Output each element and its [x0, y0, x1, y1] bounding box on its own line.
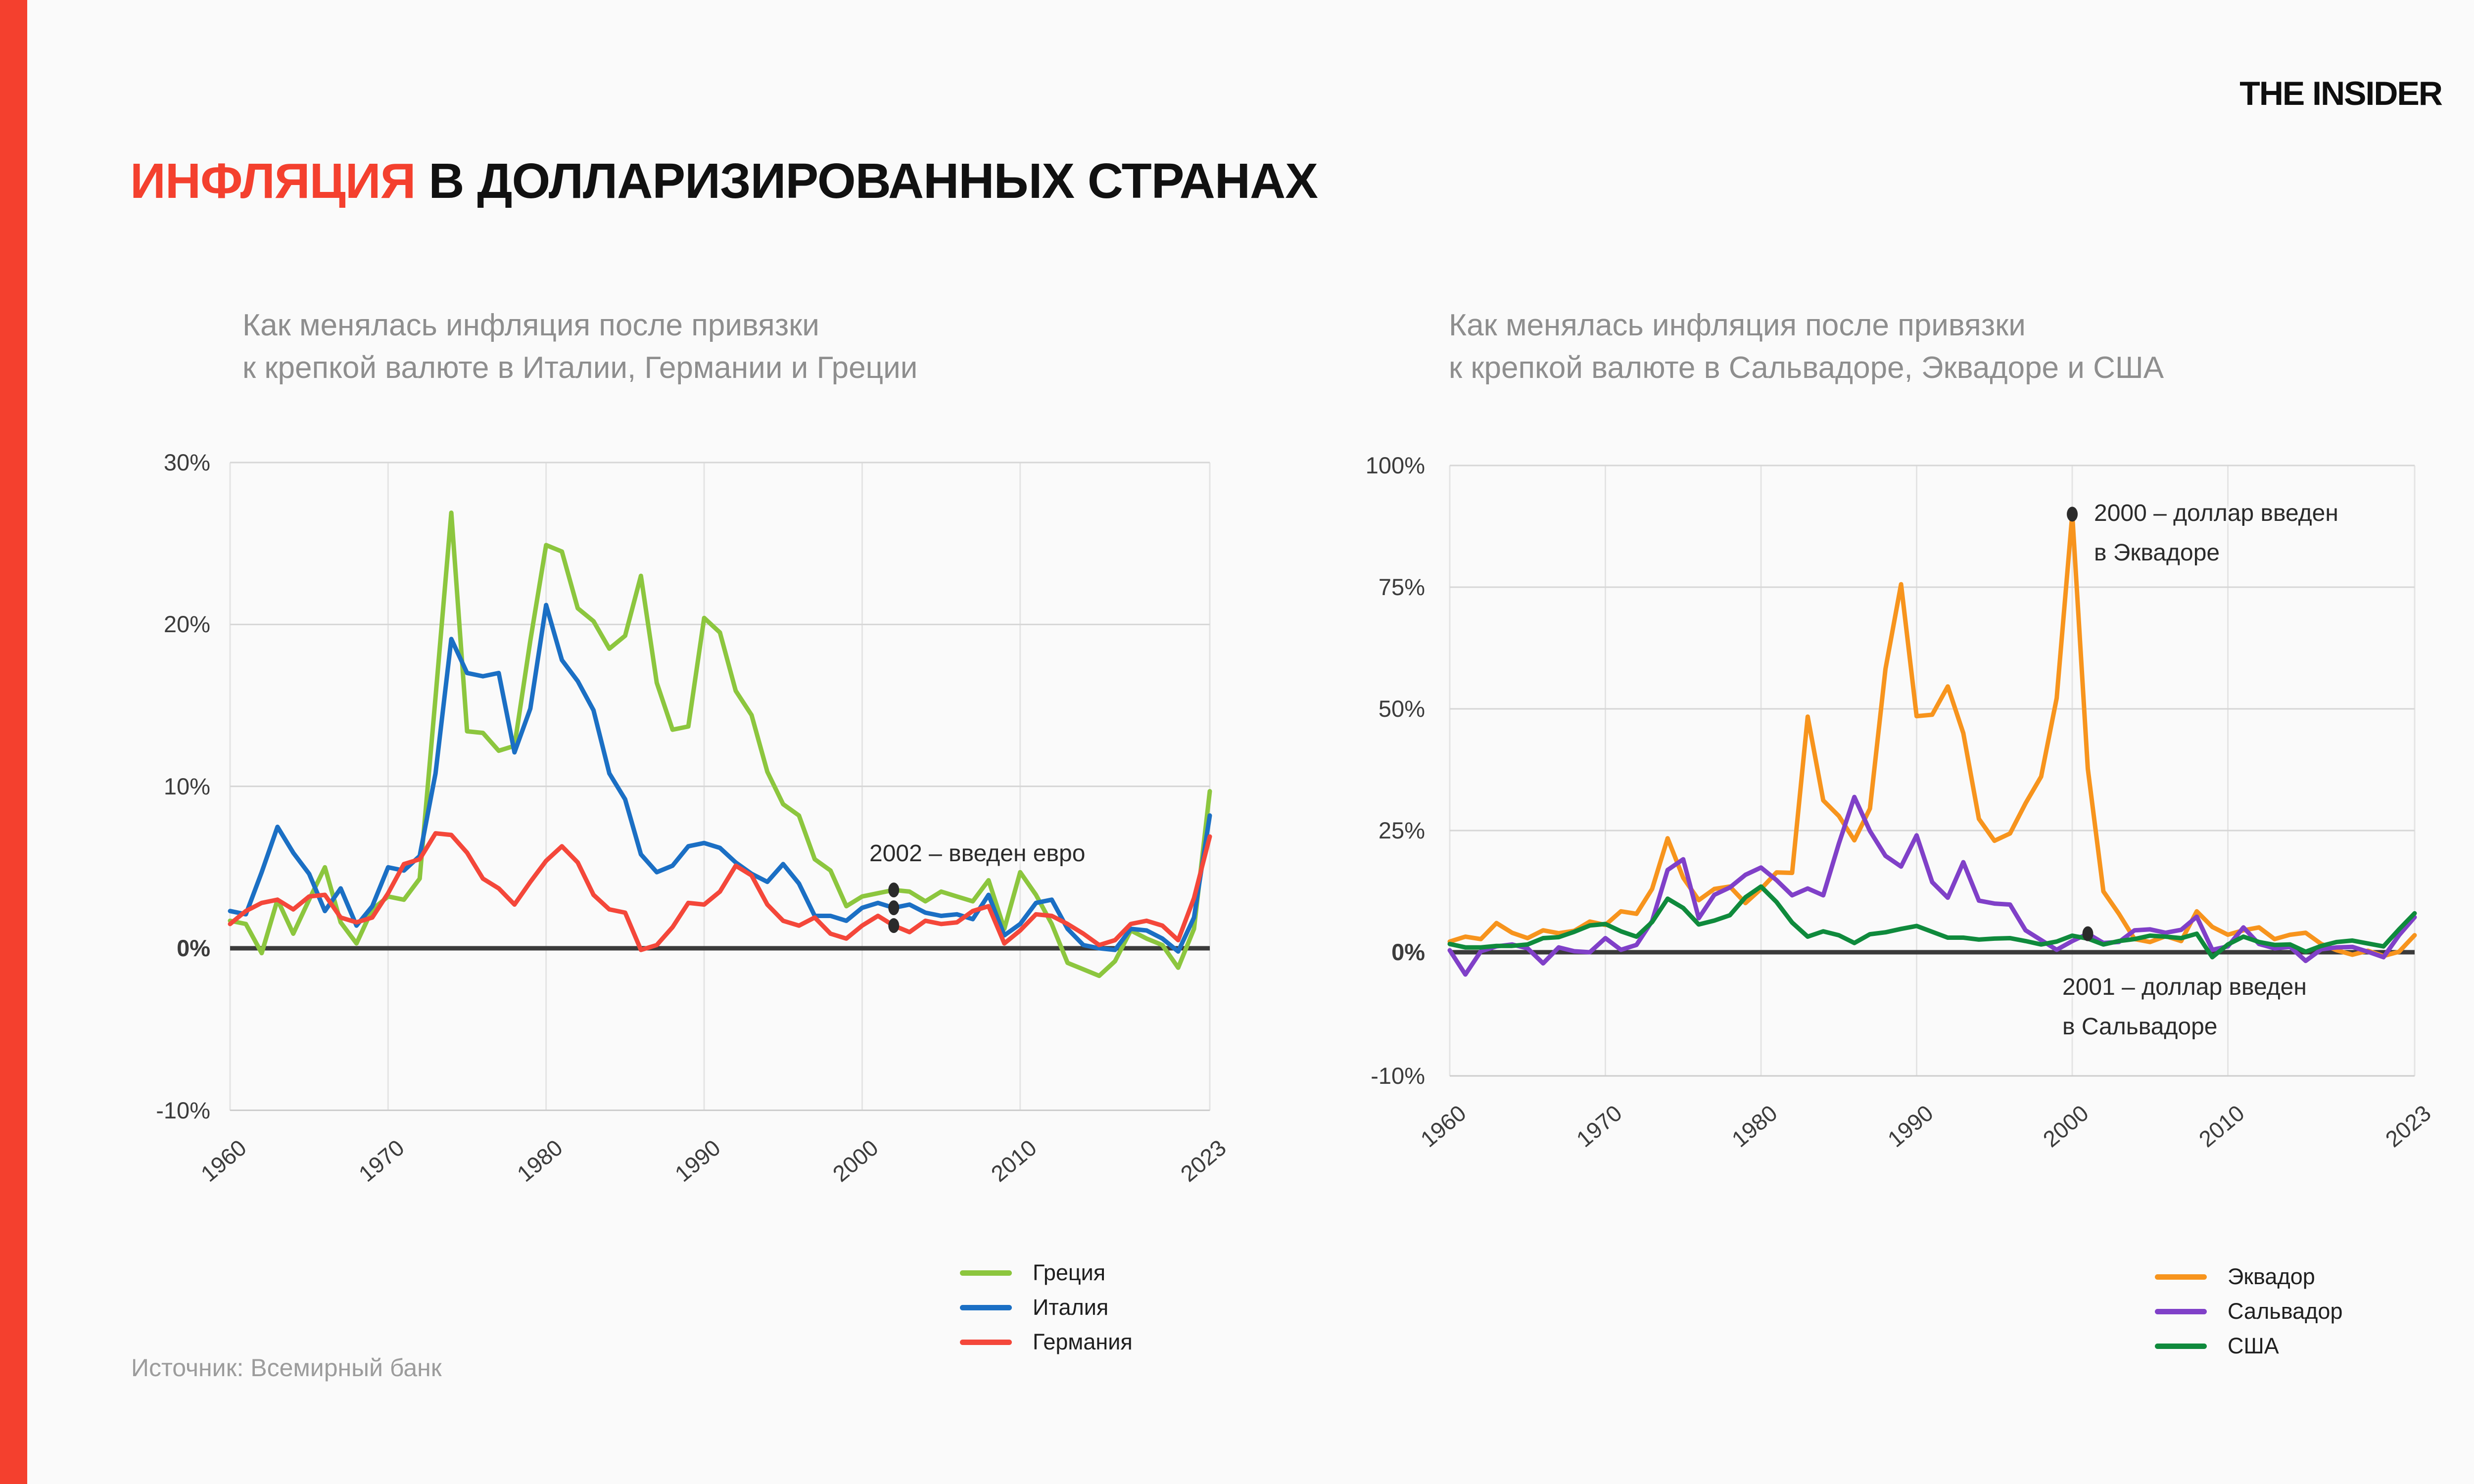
page-title-rest: В ДОЛЛАРИЗИРОВАННЫХ СТРАНАХ — [428, 153, 1318, 209]
series-line — [1447, 511, 2417, 958]
annotation-ecuador-2000: 2000 – доллар введен в Эквадоре — [2094, 494, 2338, 573]
annotation-text: в Сальвадоре — [2062, 1014, 2218, 1040]
page-title-highlight: ИНФЛЯЦИЯ — [130, 153, 416, 209]
x-tick-label: 1960 — [1415, 1100, 1471, 1153]
legend-label: Италия — [1033, 1295, 1109, 1320]
annotation-dot — [888, 882, 900, 898]
left-chart-svg — [228, 462, 1212, 1111]
right-chart-plot — [1447, 464, 2417, 1077]
annotation-dot — [888, 900, 900, 916]
annotation-salvador-2001: 2001 – доллар введен в Сальвадоре — [2062, 968, 2307, 1047]
y-tick-label: 100% — [1365, 452, 1425, 478]
legend-label: Германия — [1033, 1329, 1133, 1354]
x-tick-label: 1960 — [195, 1134, 251, 1187]
x-tick-label: 2023 — [1175, 1134, 1231, 1187]
annotation-text: в Эквадоре — [2094, 540, 2220, 566]
left-accent-bar — [0, 0, 27, 1484]
series-line — [228, 603, 1212, 954]
page-title: ИНФЛЯЦИЯ В ДОЛЛАРИЗИРОВАННЫХ СТРАНАХ — [130, 153, 1318, 210]
y-tick-label: 10% — [163, 773, 210, 799]
legend-swatch-salvador — [2155, 1308, 2207, 1314]
series-line — [1447, 884, 2417, 960]
legend-label: Эквадор — [2228, 1264, 2315, 1289]
y-tick-label: -10% — [1371, 1063, 1425, 1089]
y-tick-label: 50% — [1378, 696, 1425, 722]
legend-item-greece: Греция — [960, 1261, 1133, 1284]
x-tick-label: 1990 — [669, 1134, 725, 1187]
legend-label: США — [2228, 1333, 2279, 1358]
y-tick-label: -10% — [156, 1097, 210, 1123]
x-tick-label: 2000 — [2038, 1100, 2093, 1153]
x-tick-label: 1970 — [354, 1134, 410, 1187]
legend-item-usa: США — [2155, 1335, 2342, 1357]
series-line — [228, 831, 1212, 952]
legend-swatch-greece — [960, 1270, 1012, 1276]
legend-item-ecuador: Эквадор — [2155, 1265, 2342, 1288]
x-tick-label: 1980 — [1726, 1100, 1782, 1153]
brand-logo: THE INSIDER — [2239, 75, 2443, 112]
right-chart-subtitle-line2: к крепкой валюте в Сальвадоре, Эквадоре … — [1449, 351, 2164, 385]
right-chart-legend: Эквадор Сальвадор США — [2155, 1265, 2342, 1357]
legend-item-salvador: Сальвадор — [2155, 1300, 2342, 1323]
annotation-euro-2002: 2002 – введен евро — [869, 834, 1085, 874]
right-chart-svg — [1447, 464, 2417, 1077]
source-note: Источник: Всемирный банк — [131, 1354, 442, 1382]
x-tick-label: 1970 — [1571, 1100, 1627, 1153]
annotation-dot — [2082, 926, 2093, 941]
x-tick-label: 2023 — [2380, 1100, 2436, 1153]
left-chart-legend: Греция Италия Германия — [960, 1261, 1133, 1353]
annotation-text: 2002 – введен евро — [869, 840, 1086, 867]
annotation-text: 2001 – доллар введен — [2062, 974, 2307, 1000]
annotation-dot — [888, 918, 900, 933]
left-chart-subtitle-line2: к крепкой валюте в Италии, Германии и Гр… — [242, 351, 918, 385]
legend-swatch-germany — [960, 1339, 1012, 1345]
legend-label: Сальвадор — [2228, 1298, 2343, 1324]
x-tick-label: 2000 — [828, 1134, 884, 1187]
x-tick-label: 1990 — [1882, 1100, 1938, 1153]
y-tick-label: 25% — [1378, 817, 1425, 843]
x-tick-label: 1980 — [512, 1134, 568, 1187]
left-chart-plot — [228, 462, 1212, 1111]
y-tick-label: 75% — [1378, 574, 1425, 600]
x-tick-label: 2010 — [986, 1134, 1042, 1187]
legend-swatch-italy — [960, 1304, 1012, 1310]
right-chart-subtitle-line1: Как менялась инфляция после привязки — [1449, 308, 2026, 342]
annotation-dot — [2067, 507, 2078, 522]
left-chart-subtitle-line1: Как менялась инфляция после привязки — [242, 308, 819, 342]
y-tick-label: 0% — [177, 935, 210, 961]
y-tick-label: 0% — [1391, 939, 1425, 965]
legend-label: Греция — [1033, 1260, 1106, 1285]
legend-swatch-ecuador — [2155, 1274, 2207, 1280]
y-tick-label: 30% — [163, 449, 210, 475]
legend-item-germany: Германия — [960, 1331, 1133, 1353]
x-tick-label: 2010 — [2193, 1100, 2249, 1153]
legend-item-italy: Италия — [960, 1296, 1133, 1319]
legend-swatch-usa — [2155, 1343, 2207, 1349]
series-line — [1447, 794, 2417, 977]
y-tick-label: 20% — [163, 611, 210, 638]
annotation-text: 2000 – доллар введен — [2094, 500, 2338, 526]
